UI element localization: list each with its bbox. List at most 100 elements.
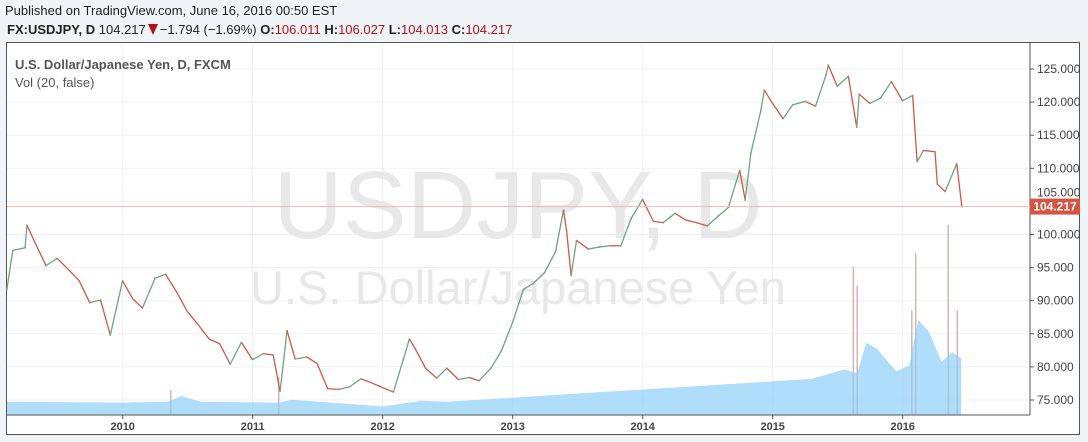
legend-indicator[interactable]: Vol (20, false) bbox=[15, 75, 95, 90]
price-point bbox=[901, 99, 904, 102]
price-segment bbox=[186, 310, 199, 325]
price-point bbox=[759, 110, 762, 113]
price-point bbox=[88, 301, 91, 304]
price-point bbox=[804, 100, 806, 103]
price-point bbox=[554, 250, 557, 253]
price-segment bbox=[500, 322, 514, 352]
price-point bbox=[446, 367, 448, 370]
price-segment bbox=[316, 363, 329, 389]
price-point bbox=[855, 126, 858, 129]
price-point bbox=[763, 89, 766, 91]
price-segment bbox=[24, 225, 28, 248]
x-tick-label: 2012 bbox=[370, 421, 394, 433]
price-segment bbox=[402, 338, 410, 360]
price-segment bbox=[360, 378, 372, 384]
y-tick-label: 100.000 bbox=[1037, 228, 1081, 242]
last-price-badge bbox=[1030, 198, 1080, 215]
price-segment bbox=[641, 199, 654, 222]
price-segment bbox=[279, 348, 286, 392]
price-point bbox=[360, 378, 362, 380]
price-point bbox=[936, 183, 939, 185]
price-segment bbox=[662, 212, 676, 224]
price-point bbox=[490, 367, 492, 370]
y-tick-label: 85.000 bbox=[1037, 327, 1074, 341]
x-tick-label: 2014 bbox=[630, 421, 655, 433]
price-point bbox=[570, 274, 572, 277]
price-segment bbox=[392, 358, 405, 393]
price-point bbox=[457, 378, 460, 381]
price-point bbox=[370, 381, 373, 384]
y-tick-label: 120.000 bbox=[1037, 95, 1081, 109]
price-point bbox=[662, 221, 664, 224]
x-tick-label: 2013 bbox=[500, 421, 524, 433]
triangle-down-icon bbox=[147, 24, 158, 35]
price-segment bbox=[566, 231, 572, 276]
price-point bbox=[955, 162, 958, 165]
price-segment bbox=[99, 299, 111, 336]
price-segment bbox=[141, 277, 156, 309]
price-segment bbox=[554, 209, 565, 252]
price-point bbox=[99, 299, 102, 301]
price-point bbox=[922, 149, 925, 152]
price-point bbox=[575, 239, 578, 242]
close-label: C: bbox=[451, 22, 466, 37]
price-segment bbox=[562, 209, 568, 232]
price-segment bbox=[45, 257, 58, 267]
price-segment bbox=[286, 330, 296, 360]
y-tick-label: 105.000 bbox=[1037, 186, 1081, 200]
price-segment bbox=[763, 89, 774, 104]
price-point bbox=[154, 277, 156, 279]
price-segment bbox=[598, 245, 610, 248]
price-point bbox=[424, 367, 427, 370]
price-segment bbox=[381, 386, 394, 393]
price-point bbox=[251, 358, 254, 361]
price-point bbox=[608, 244, 611, 247]
price-segment bbox=[34, 243, 47, 266]
price-point bbox=[131, 297, 134, 300]
x-tick-label: 2015 bbox=[760, 421, 784, 433]
price-segment bbox=[674, 212, 686, 221]
price-segment bbox=[890, 81, 904, 102]
price-point bbox=[279, 390, 281, 393]
price-point bbox=[294, 358, 296, 360]
price-segment bbox=[284, 330, 288, 349]
price-point bbox=[164, 273, 167, 276]
price-point bbox=[916, 160, 918, 163]
price-point bbox=[326, 387, 329, 390]
price-point bbox=[229, 363, 231, 366]
price-segment bbox=[739, 170, 746, 201]
legend: U.S. Dollar/Japanese Yen, D, FXCM Vol (2… bbox=[15, 56, 231, 92]
price-segment bbox=[436, 367, 448, 379]
price-segment bbox=[570, 240, 578, 276]
price-point bbox=[944, 190, 946, 193]
price-segment bbox=[858, 93, 871, 104]
high-label: H: bbox=[324, 22, 339, 37]
price-point bbox=[338, 388, 341, 391]
price-point bbox=[316, 362, 318, 365]
price-segment bbox=[696, 221, 708, 227]
price-point bbox=[121, 280, 124, 282]
price-point bbox=[208, 338, 211, 340]
price-point bbox=[562, 209, 565, 211]
y-tick-label: 95.000 bbox=[1037, 261, 1074, 275]
high-value: 106.027 bbox=[338, 22, 386, 37]
price-point bbox=[934, 150, 936, 153]
price-point bbox=[652, 220, 655, 223]
price-point bbox=[197, 323, 199, 326]
price-segment bbox=[814, 74, 827, 107]
price-segment bbox=[944, 163, 958, 192]
price-point bbox=[706, 225, 708, 227]
price-segment bbox=[414, 347, 427, 369]
close-value: 104.217 bbox=[465, 22, 513, 37]
y-tick-label: 115.000 bbox=[1037, 128, 1080, 142]
price-point bbox=[598, 246, 600, 248]
price-segment bbox=[56, 257, 69, 271]
price-point bbox=[522, 288, 525, 291]
low-label: L: bbox=[388, 22, 401, 37]
price-segment bbox=[478, 367, 492, 382]
price-series bbox=[5, 64, 963, 393]
y-tick-label: 75.000 bbox=[1037, 393, 1074, 407]
price-point bbox=[24, 246, 26, 249]
price-point bbox=[26, 224, 28, 227]
